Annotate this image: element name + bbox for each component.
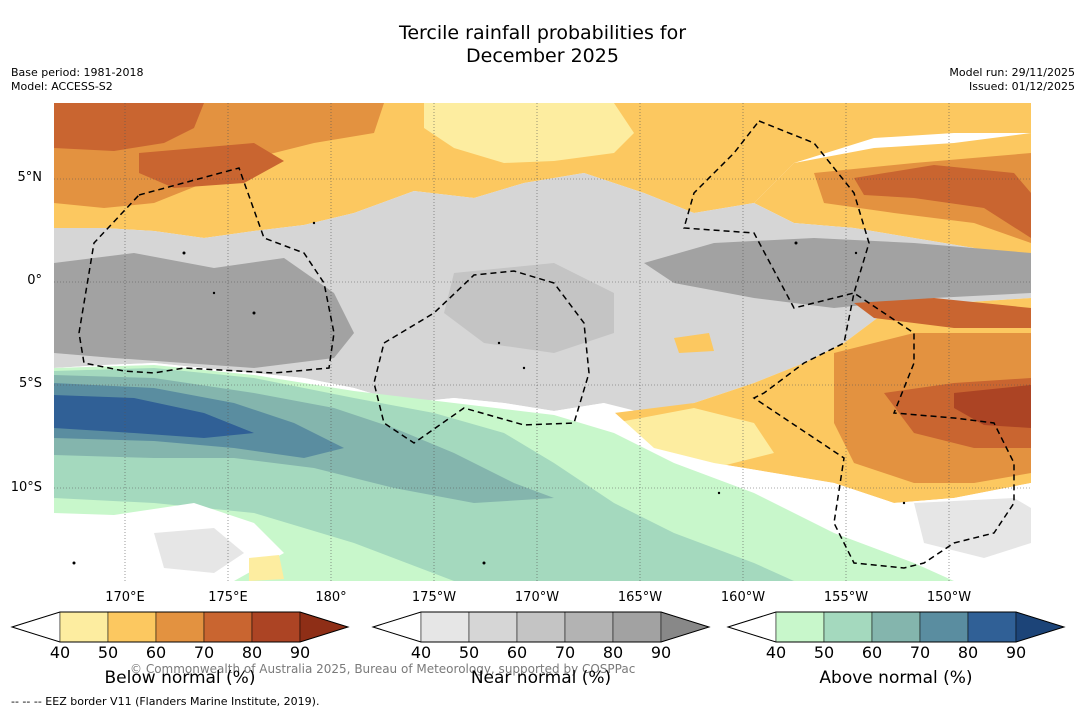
map-grey-south-patch — [154, 528, 244, 573]
cb0-title: Below normal (%) — [104, 668, 256, 688]
cb0-seg4 — [203, 611, 253, 643]
cb2-seg0 — [727, 611, 777, 643]
model-run-text: Model run: 29/11/2025 — [949, 66, 1075, 79]
copyright-text: © Commonwealth of Australia 2025, Bureau… — [130, 662, 636, 676]
cb2-seg3 — [871, 611, 921, 643]
lat-label-5n: 5°N — [17, 170, 43, 185]
cb1-seg3 — [516, 611, 566, 643]
cb2-tick-80: 80 — [957, 643, 979, 662]
eez-kiribati-gilbert — [78, 167, 335, 374]
probability-map: © Commonwealth of Australia 2025, Bureau… — [54, 103, 1031, 676]
lat-label-5s: 5°S — [18, 376, 42, 391]
lon-label-180: 180° — [315, 590, 347, 605]
model-text: Model: ACCESS-S2 — [11, 80, 113, 93]
colorbar-near-normal-svg — [371, 611, 711, 643]
cb0-tick-40: 40 — [49, 643, 71, 662]
cb2-tick-50: 50 — [813, 643, 835, 662]
cb1-tick-40: 40 — [410, 643, 432, 662]
meta-right: Model run: 29/11/2025 Issued: 01/12/2025 — [949, 66, 1075, 94]
lon-label-165w: 165°W — [617, 590, 663, 605]
cb1-seg2 — [468, 611, 518, 643]
below-normal-north-80 — [54, 103, 204, 151]
lon-label-170e: 170°E — [105, 590, 145, 605]
lon-label-170w: 170°W — [514, 590, 560, 605]
cb1-seg5 — [612, 611, 662, 643]
below-normal-east-south-90 — [954, 385, 1031, 428]
title-line-2: December 2025 — [466, 45, 619, 67]
lat-label-0: 0° — [27, 273, 42, 288]
cb1-seg6 — [660, 611, 710, 643]
cb0-seg6 — [299, 611, 349, 643]
cb1-tick-80: 80 — [602, 643, 624, 662]
cb0-seg1 — [59, 611, 109, 643]
near-normal-mid-patch — [444, 263, 614, 353]
below-normal-east-band-80 — [854, 298, 1031, 328]
issued-text: Issued: 01/12/2025 — [968, 80, 1075, 93]
map-svg — [54, 103, 1031, 581]
cb1-tick-70: 70 — [554, 643, 576, 662]
cb2-tick-90: 90 — [1005, 643, 1027, 662]
cb2-seg1 — [775, 611, 825, 643]
meta-left: Base period: 1981-2018 Model: ACCESS-S2 — [11, 66, 143, 94]
cb1-seg1 — [420, 611, 470, 643]
eez-footer-note: -- -- -- EEZ border V11 (Flanders Marine… — [11, 695, 320, 708]
cb0-tick-60: 60 — [145, 643, 167, 662]
eez-kiribati-phoenix — [373, 270, 590, 444]
map-yellow-small-patch-2 — [674, 333, 714, 353]
lon-label-155w: 155°W — [823, 590, 869, 605]
map-title: Tercile rainfall probabilities for Decem… — [0, 22, 1085, 68]
near-normal-dark-east — [644, 238, 1031, 308]
cb2-seg5 — [967, 611, 1017, 643]
lon-label-175w: 175°W — [411, 590, 457, 605]
cb0-tick-70: 70 — [193, 643, 215, 662]
lon-label-160w: 160°W — [720, 590, 766, 605]
map-grey-southeast-patch — [914, 498, 1031, 558]
cb0-tick-90: 90 — [289, 643, 311, 662]
colorbar-above-normal-svg — [726, 611, 1066, 643]
eez-kiribati-line — [683, 120, 1015, 569]
cb1-tick-50: 50 — [458, 643, 480, 662]
map-gridlines — [54, 103, 1031, 581]
cb2-seg6 — [1015, 611, 1065, 643]
below-normal-north-yellow — [424, 103, 634, 163]
cb2-title: Above normal (%) — [819, 668, 973, 688]
cb1-title: Near normal (%) — [470, 668, 612, 688]
colorbar-near-normal — [371, 611, 711, 643]
cb0-tick-50: 50 — [97, 643, 119, 662]
cb1-seg0 — [372, 611, 422, 643]
base-period-text: Base period: 1981-2018 — [11, 66, 144, 79]
cb0-seg5 — [251, 611, 301, 643]
cb1-tick-60: 60 — [506, 643, 528, 662]
colorbar-below-normal-svg — [10, 611, 350, 643]
lon-label-150w: 150°W — [926, 590, 972, 605]
title-line-1: Tercile rainfall probabilities for — [398, 22, 687, 44]
below-normal-north-70b — [139, 143, 284, 188]
above-normal-90 — [54, 395, 254, 438]
cb0-seg0 — [11, 611, 61, 643]
cb2-seg4 — [919, 611, 969, 643]
colorbar-above-normal — [726, 611, 1066, 643]
lon-label-175e: 175°E — [208, 590, 248, 605]
island-markers — [72, 221, 906, 565]
eez-borders — [78, 120, 1015, 569]
lat-label-10s: 10°S — [10, 480, 42, 495]
cb2-tick-40: 40 — [765, 643, 787, 662]
cb2-tick-70: 70 — [909, 643, 931, 662]
below-normal-east-north-80 — [854, 165, 1031, 238]
cb0-tick-80: 80 — [241, 643, 263, 662]
cb2-seg2 — [823, 611, 873, 643]
cb0-seg3 — [155, 611, 205, 643]
cb0-seg2 — [107, 611, 157, 643]
map-yellow-small-patch — [249, 555, 284, 581]
cb1-tick-90: 90 — [650, 643, 672, 662]
cb1-seg4 — [564, 611, 614, 643]
colorbar-below-normal — [10, 611, 350, 643]
cb2-tick-60: 60 — [861, 643, 883, 662]
